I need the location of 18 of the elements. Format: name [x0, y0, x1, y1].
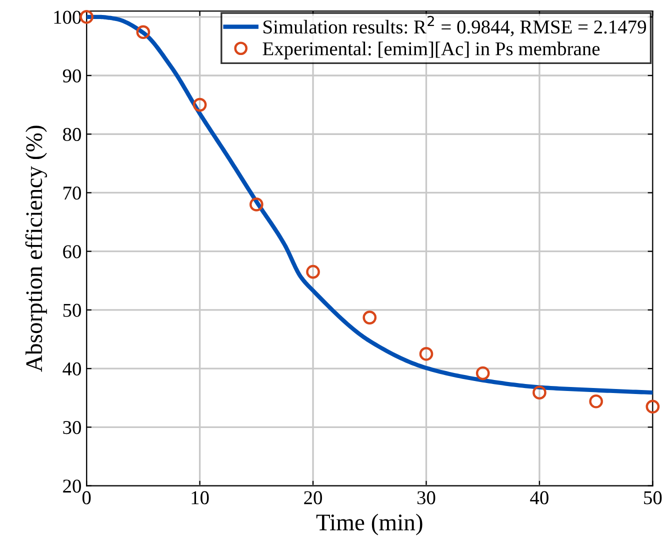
legend-label: Simulation results: R$^{2}$ = 0.9844, RMSE = 2.1479 — [264, 16, 646, 36]
x-tick-label: 30 — [417, 491, 436, 504]
legend-label: Experimental: [emim][Ac] in Ps membrane — [262, 42, 600, 60]
x-axis-title: Time (min) — [316, 514, 422, 536]
y-tick-label: 30 — [63, 420, 81, 434]
y-tick-label: 70 — [64, 186, 81, 200]
x-tick-label: 0 — [82, 491, 91, 504]
y-tick-label: 80 — [63, 128, 81, 142]
y-tick-label: 50 — [63, 304, 81, 317]
x-tick-label: 50 — [644, 491, 662, 504]
x-tick-label: 20 — [304, 491, 322, 504]
y-tick-label: 20 — [63, 480, 81, 493]
y-tick-label: 90 — [62, 69, 81, 82]
y-axis-title: Absorption efficiency (%) — [25, 126, 47, 372]
x-tick-label: 10 — [192, 491, 209, 504]
y-tick-label: 40 — [62, 362, 81, 376]
x-tick-label: 40 — [530, 491, 548, 504]
y-tick-label: 60 — [63, 245, 81, 258]
